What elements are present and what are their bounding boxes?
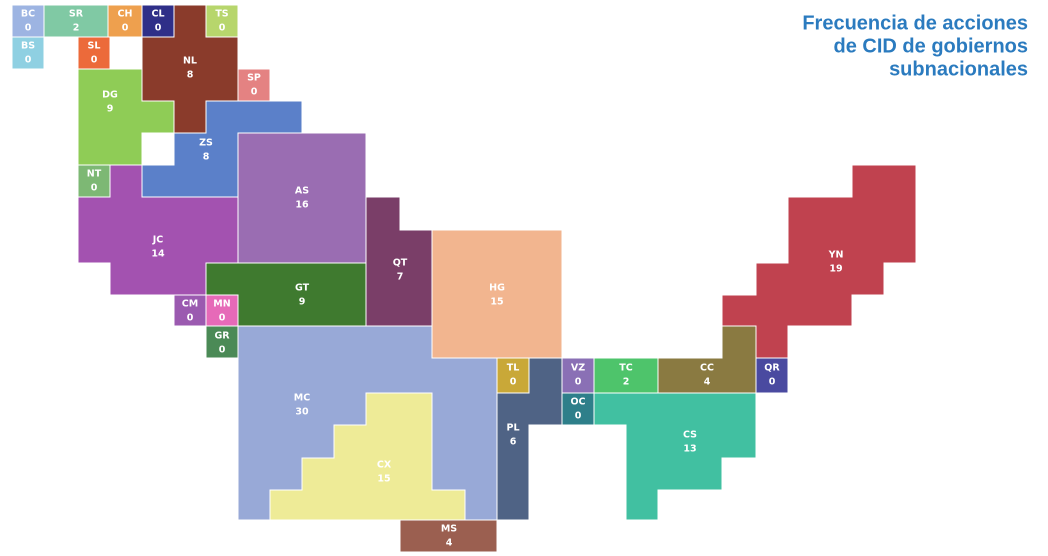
region-value: 0 xyxy=(91,55,98,66)
region-code: MS xyxy=(441,524,457,535)
region-code: CX xyxy=(377,460,392,471)
region-value: 7 xyxy=(397,272,404,283)
region-code: CH xyxy=(118,9,133,20)
region-value: 0 xyxy=(91,183,98,194)
region-code: MN xyxy=(213,299,230,310)
region-value: 0 xyxy=(219,345,226,356)
region-value: 8 xyxy=(203,152,210,163)
region-code: ZS xyxy=(199,138,213,149)
region-value: 2 xyxy=(623,377,630,388)
title-line: Frecuencia de acciones xyxy=(802,12,1028,34)
region-code: JC xyxy=(152,235,164,246)
region-value: 4 xyxy=(446,538,453,549)
region-code: CS xyxy=(683,430,697,441)
region-code: TC xyxy=(619,363,632,374)
region-value: 0 xyxy=(251,87,258,98)
region-value: 0 xyxy=(219,313,226,324)
region-code: DG xyxy=(102,90,118,101)
region-code: TL xyxy=(507,363,520,374)
region-code: CC xyxy=(700,363,714,374)
region-value: 0 xyxy=(769,377,776,388)
region-value: 13 xyxy=(683,444,696,455)
region-value: 0 xyxy=(575,377,582,388)
region-value: 15 xyxy=(490,297,503,308)
region-code: HG xyxy=(489,283,505,294)
region-value: 4 xyxy=(704,377,711,388)
region-code: CL xyxy=(151,9,164,20)
region-code: NL xyxy=(183,56,197,67)
region-code: MC xyxy=(294,393,310,404)
region xyxy=(11,36,45,70)
region-value: 0 xyxy=(187,313,194,324)
region xyxy=(593,392,757,521)
region-code: QR xyxy=(764,363,780,374)
region-value: 0 xyxy=(510,377,517,388)
title-line: de CID de gobiernos xyxy=(834,35,1028,57)
region xyxy=(431,229,563,359)
title-line: subnacionales xyxy=(889,58,1028,80)
region-code: YN xyxy=(828,250,844,261)
region-code: CM xyxy=(182,299,198,310)
region xyxy=(721,164,917,359)
region xyxy=(269,392,466,521)
region-code: VZ xyxy=(571,363,585,374)
region-code: QT xyxy=(393,258,408,269)
region-code: PL xyxy=(506,423,519,434)
region-value: 16 xyxy=(295,200,309,211)
region-value: 0 xyxy=(155,23,162,34)
region-value: 9 xyxy=(107,104,114,115)
region-value: 0 xyxy=(219,23,226,34)
region-value: 9 xyxy=(299,297,306,308)
region-code: AS xyxy=(295,186,309,197)
region-code: NT xyxy=(87,169,102,180)
region-value: 8 xyxy=(187,70,194,81)
region-code: BS xyxy=(21,41,35,52)
region-value: 0 xyxy=(122,23,129,34)
region-code: GR xyxy=(214,331,230,342)
region-value: 14 xyxy=(151,249,165,260)
region-code: SP xyxy=(247,73,261,84)
region-value: 19 xyxy=(829,264,842,275)
region-value: 6 xyxy=(510,437,517,448)
region xyxy=(237,132,367,264)
region-value: 2 xyxy=(73,23,80,34)
region-code: BC xyxy=(21,9,35,20)
region xyxy=(205,4,239,38)
region-value: 30 xyxy=(295,407,309,418)
region-value: 0 xyxy=(25,55,32,66)
region-code: SL xyxy=(88,41,101,52)
region-code: TS xyxy=(215,9,228,20)
region-code: SR xyxy=(69,9,84,20)
region-value: 0 xyxy=(25,23,32,34)
region-value: 15 xyxy=(377,474,390,485)
region-value: 0 xyxy=(575,411,582,422)
region-code: OC xyxy=(570,397,585,408)
region-code: GT xyxy=(295,283,310,294)
